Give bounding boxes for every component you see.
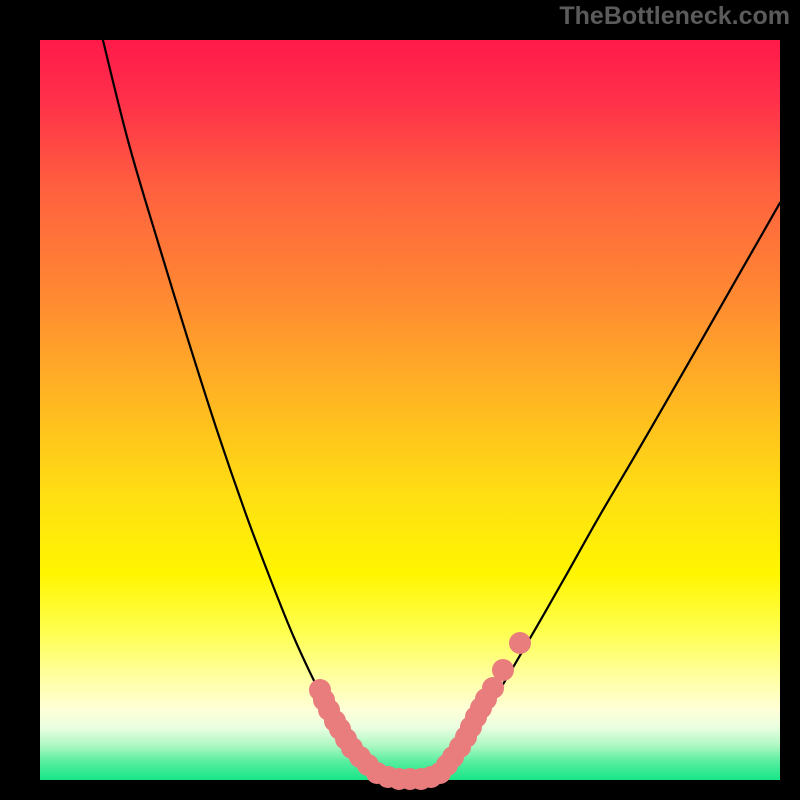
bottleneck-curve xyxy=(103,40,780,779)
watermark-text: TheBottleneck.com xyxy=(559,2,790,31)
chart-container: TheBottleneck.com xyxy=(0,0,800,800)
data-marker xyxy=(492,659,514,681)
curve-layer xyxy=(40,40,780,780)
plot-area xyxy=(40,40,780,780)
data-marker xyxy=(509,632,531,654)
